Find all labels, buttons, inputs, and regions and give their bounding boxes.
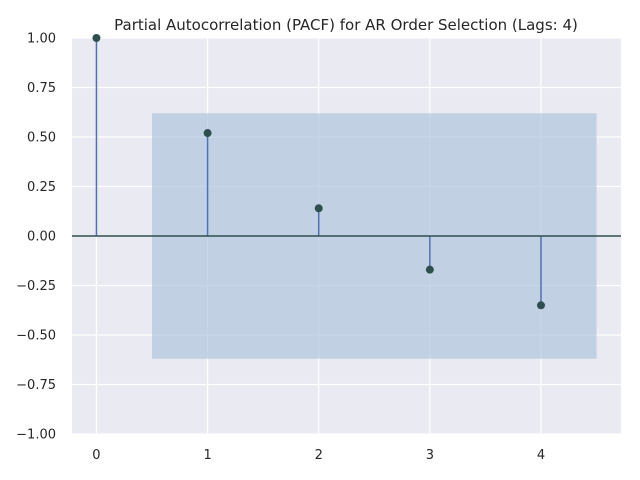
y-tick-label: 0.25 <box>27 180 56 195</box>
x-tick-label: 2 <box>315 448 323 463</box>
y-tick-label: −0.75 <box>16 378 56 393</box>
x-tick-label: 4 <box>537 448 545 463</box>
pacf-point <box>425 265 434 274</box>
y-tick-label: −0.25 <box>16 279 56 294</box>
y-tick-label: 0.50 <box>27 131 56 146</box>
pacf-point <box>314 204 323 213</box>
pacf-point <box>92 34 101 42</box>
y-tick-label: −1.00 <box>16 428 56 443</box>
y-tick-label: −0.50 <box>16 329 56 344</box>
y-tick-label: 0.75 <box>27 81 56 96</box>
y-tick-label: 1.00 <box>27 32 56 47</box>
x-tick-label: 3 <box>426 448 434 463</box>
x-tick-label: 1 <box>203 448 211 463</box>
pacf-point <box>203 129 212 138</box>
x-tick-label: 0 <box>92 448 100 463</box>
pacf-point <box>536 301 545 310</box>
chart-title: Partial Autocorrelation (PACF) for AR Or… <box>114 16 578 34</box>
y-tick-label: 0.00 <box>27 230 56 245</box>
